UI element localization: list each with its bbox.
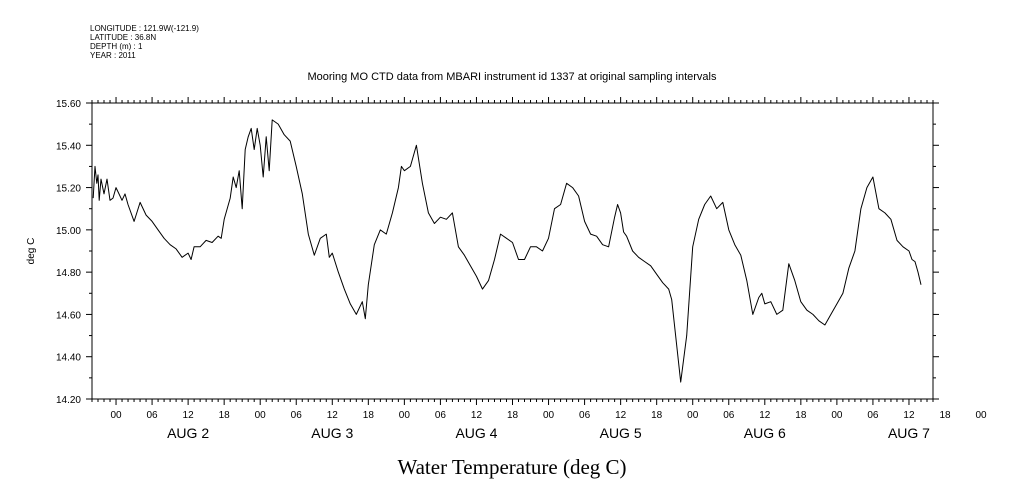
x-tick-label: 12 [615, 410, 627, 421]
latitude-label: LATITUDE : 36.8N [90, 33, 156, 42]
series-line [92, 119, 922, 383]
day-label: AUG 7 [888, 425, 930, 441]
x-tick-label: 18 [795, 410, 807, 421]
x-tick-label: 00 [687, 410, 699, 421]
y-tick-label: 15.00 [56, 226, 81, 237]
x-tick-label: 06 [867, 410, 879, 421]
x-axis-label: Water Temperature (deg C) [397, 455, 626, 479]
x-tick-label: 06 [723, 410, 735, 421]
x-tick-label: 00 [543, 410, 555, 421]
y-tick-label: 14.60 [56, 310, 81, 321]
chart-title: Mooring MO CTD data from MBARI instrumen… [308, 71, 717, 83]
y-tick-label: 15.60 [56, 99, 81, 110]
x-tick-label: 06 [147, 410, 159, 421]
x-tick-label: 00 [975, 410, 987, 421]
y-tick-label: 15.40 [56, 141, 81, 152]
x-tick-label: 06 [291, 410, 303, 421]
y-tick-label: 15.20 [56, 184, 81, 195]
x-tick-label: 00 [831, 410, 843, 421]
y-axis: 15.60 15.40 15.20 15.00 14.80 14.60 14.40 14.20 [56, 99, 939, 406]
x-tick-label: 12 [183, 410, 195, 421]
x-tick-label: 12 [759, 410, 771, 421]
x-tick-label: 18 [363, 410, 375, 421]
x-tick-label: 06 [579, 410, 591, 421]
year-label: YEAR : 2011 [90, 51, 136, 60]
y-tick-label: 14.80 [56, 268, 81, 279]
x-tick-label: 12 [327, 410, 339, 421]
x-tick-label: 12 [471, 410, 483, 421]
day-label: AUG 6 [744, 425, 786, 441]
x-tick-label: 00 [255, 410, 267, 421]
x-axis: 00 06 12 18 00 06 12 18 00 06 12 18 00 06 12 18 00 06 12 18… [91, 97, 987, 421]
y-tick-label: 14.20 [56, 395, 81, 406]
x-tick-label: 06 [435, 410, 447, 421]
day-label: AUG 3 [311, 425, 353, 441]
x-tick-label: 18 [219, 410, 231, 421]
x-tick-label: 18 [651, 410, 663, 421]
x-tick-label: 18 [939, 410, 951, 421]
day-label: AUG 5 [600, 425, 642, 441]
x-tick-label: 00 [399, 410, 411, 421]
y-tick-label: 14.40 [56, 353, 81, 364]
y-axis-label: deg C [26, 238, 37, 265]
longitude-label: LONGITUDE : 121.9W(-121.9) [90, 24, 199, 33]
plot-frame [91, 102, 934, 400]
x-tick-label: 00 [110, 410, 122, 421]
series-group [92, 119, 922, 383]
x-tick-label: 18 [507, 410, 519, 421]
day-label: AUG 4 [455, 425, 497, 441]
day-label: AUG 2 [167, 425, 209, 441]
depth-label: DEPTH (m) : 1 [90, 42, 143, 51]
x-tick-label: 12 [903, 410, 915, 421]
